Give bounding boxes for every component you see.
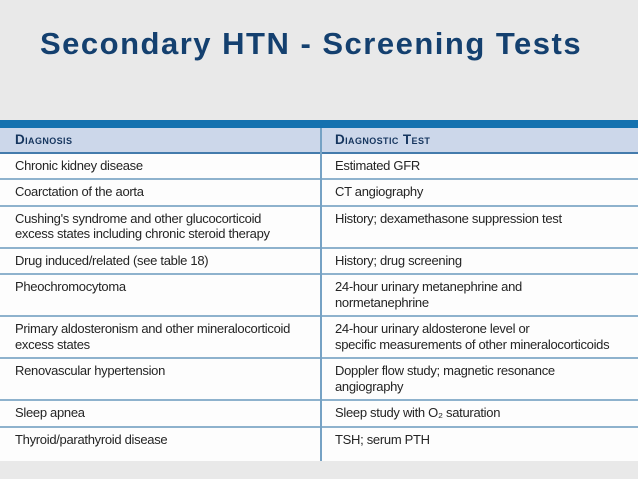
test-cell: TSH; serum PTH <box>335 431 430 447</box>
column-header-diagnostic-test: Diagnostic Test <box>335 132 431 147</box>
diagnosis-cell: Renovascular hypertension <box>15 363 166 378</box>
diagnosis-cell: Primary aldosteronism and other mineralo… <box>15 321 291 352</box>
test-cell: History; drug screening <box>335 252 462 268</box>
test-cell: Estimated GFR <box>335 157 420 173</box>
table-row: Renovascular hypertension Doppler flow s… <box>0 359 638 401</box>
diagnosis-cell: Cushing's syndrome and other glucocortic… <box>15 210 270 242</box>
test-cell: History; dexamethasone suppression test <box>335 210 562 226</box>
table-header-row: Diagnosis Diagnostic Test <box>0 128 638 154</box>
table-row: Drug induced/related (see table 18) Hist… <box>0 249 638 275</box>
column-header-diagnosis: Diagnosis <box>15 132 73 147</box>
screening-tests-table: Diagnosis Diagnostic Test Chronic kidney… <box>0 120 638 461</box>
slide-title: Secondary HTN - Screening Tests <box>40 26 583 61</box>
diagnosis-cell: Drug induced/related (see table 18) <box>15 252 209 268</box>
test-cell: 24-hour urinary metanephrine and normeta… <box>335 279 522 310</box>
diagnosis-cell: Coarctation of the aorta <box>15 184 144 199</box>
test-cell: Sleep study with O₂ saturation <box>335 405 501 420</box>
table-row: Sleep apnea Sleep study with O₂ saturati… <box>0 401 638 428</box>
table-row: Pheochromocytoma 24-hour urinary metanep… <box>0 275 638 317</box>
diagnosis-cell: Chronic kidney disease <box>15 157 143 173</box>
test-cell: CT angiography <box>335 184 424 199</box>
test-cell: Doppler flow study; magnetic resonance a… <box>335 363 555 394</box>
table-row: Coarctation of the aorta CT angiography <box>0 180 638 207</box>
diagnosis-cell: Pheochromocytoma <box>15 279 126 294</box>
diagnosis-cell: Thyroid/parathyroid disease <box>15 431 168 447</box>
table-row: Chronic kidney disease Estimated GFR <box>0 154 638 180</box>
column-divider <box>320 128 322 461</box>
diagnosis-cell: Sleep apnea <box>15 405 85 420</box>
table-row: Cushing's syndrome and other glucocortic… <box>0 207 638 249</box>
table-row: Thyroid/parathyroid disease TSH; serum P… <box>0 428 638 453</box>
test-cell: 24-hour urinary aldosterone level or spe… <box>335 321 610 352</box>
table-row: Primary aldosteronism and other mineralo… <box>0 317 638 359</box>
